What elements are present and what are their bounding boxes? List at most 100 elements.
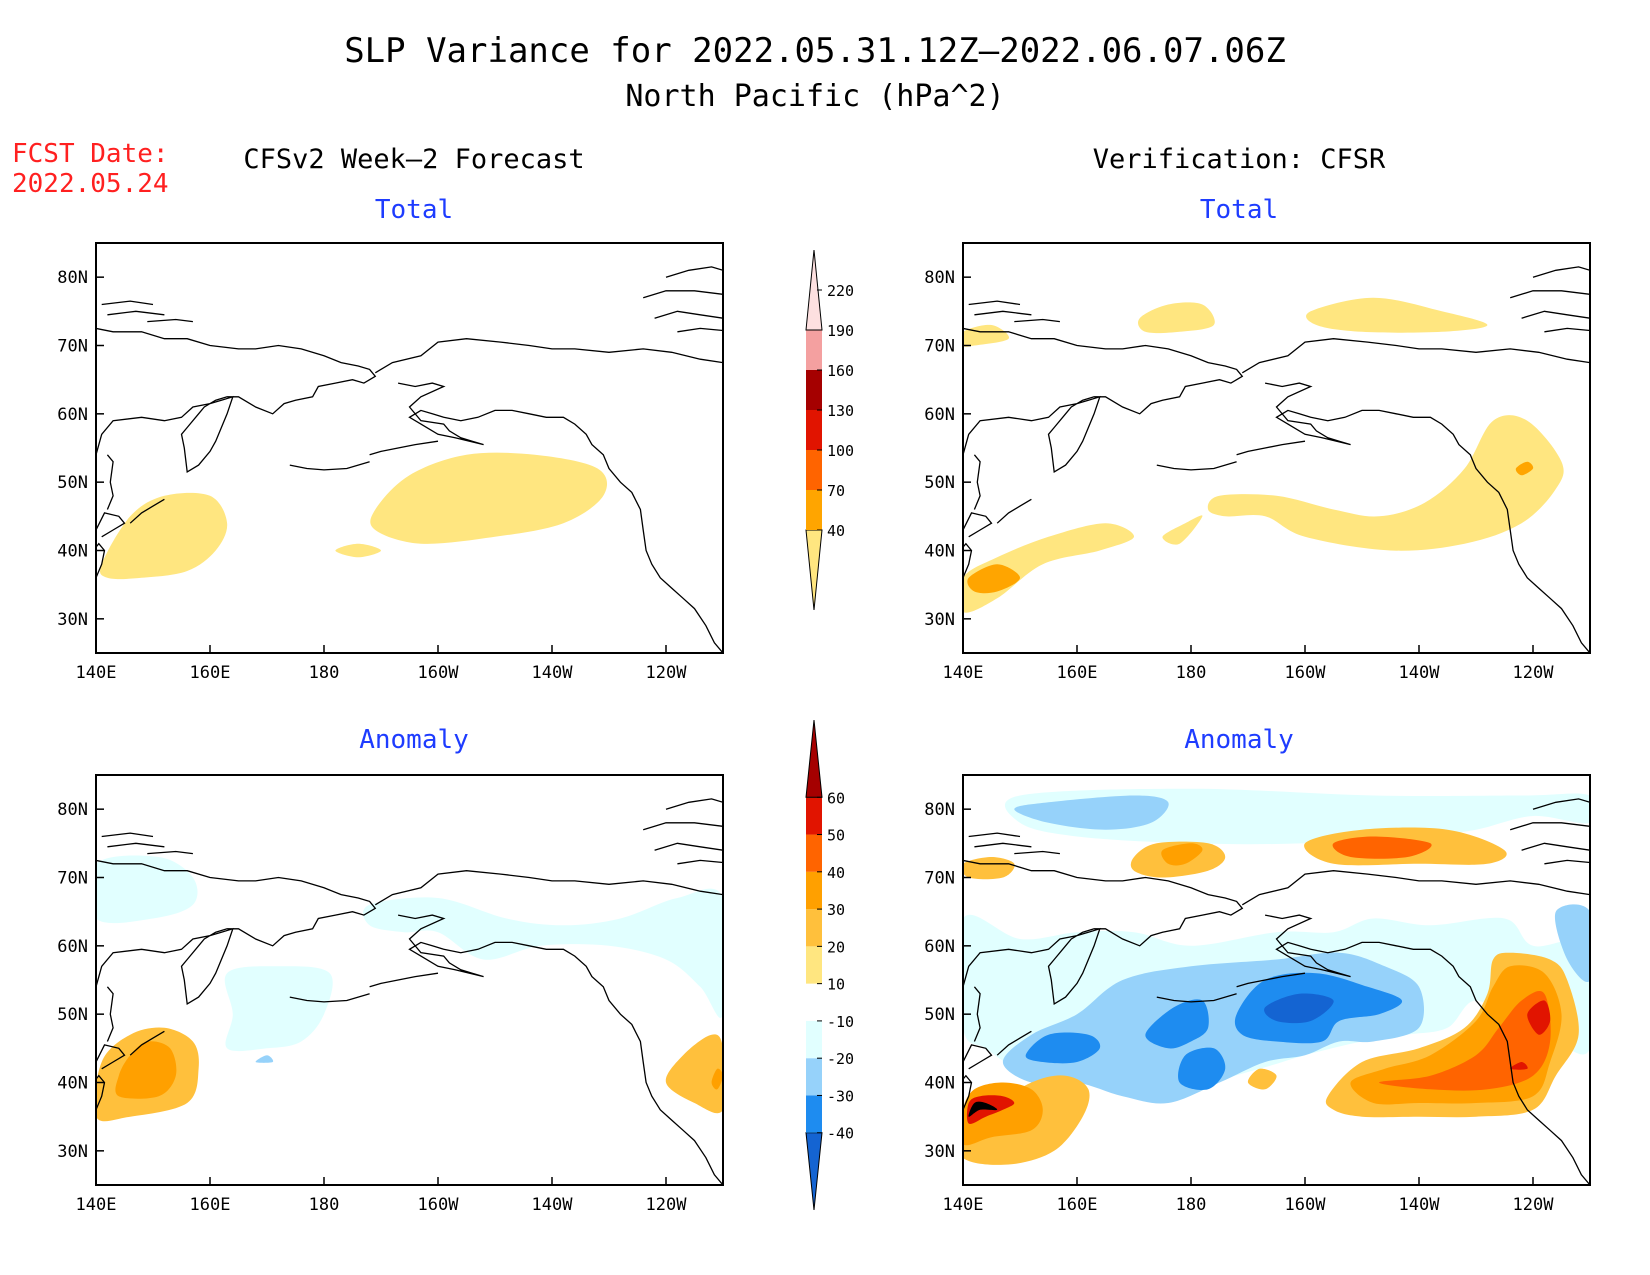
colorbar-swatch (806, 1020, 822, 1059)
contour-field (1207, 415, 1564, 551)
lat-tick-label: 60N (924, 937, 955, 957)
colorbar-label: 60 (827, 789, 845, 807)
lon-tick-label: 120W (646, 663, 688, 683)
lat-tick-label: 70N (57, 869, 88, 889)
forecast-column-header: CFSv2 Week–2 Forecast (243, 144, 584, 175)
colorbar-swatch (806, 946, 822, 984)
coastline (289, 461, 370, 471)
lat-tick-label: 60N (57, 405, 88, 425)
coastline (96, 542, 106, 582)
forecast-anomaly-coastlines (96, 798, 723, 1185)
contour-field (1161, 843, 1203, 866)
coastline (96, 512, 126, 538)
contour-field (1527, 1000, 1551, 1035)
verification-total-shaded-fields (963, 297, 1564, 613)
colorbar-label: 40 (827, 864, 845, 882)
lat-tick-label: 30N (924, 610, 955, 630)
colorbar-label: 160 (827, 362, 854, 380)
colorbar-swatch (806, 450, 822, 490)
coastline (968, 832, 1021, 838)
coastline (973, 986, 981, 1042)
lon-tick-label: 140W (1399, 1195, 1441, 1215)
lon-tick-label: 160E (190, 1195, 231, 1215)
coastline (289, 993, 370, 1003)
lat-tick-label: 50N (57, 1005, 88, 1025)
lon-tick-label: 160W (418, 1195, 460, 1215)
contour-field (96, 855, 198, 924)
contour-field (1515, 461, 1534, 476)
coastline (369, 972, 439, 988)
coastline (974, 842, 1032, 848)
coastline (147, 850, 193, 855)
contour-field (968, 1101, 998, 1117)
contour-field (1247, 1068, 1277, 1090)
coastline (1156, 461, 1237, 471)
lon-tick-label: 140W (532, 1195, 574, 1215)
coastline (1510, 822, 1590, 831)
coastline (963, 1074, 973, 1114)
coastline (996, 498, 1032, 524)
lat-tick-label: 60N (57, 937, 88, 957)
figure-subtitle: North Pacific (hPa^2) (625, 79, 1004, 114)
lon-tick-label: 180 (1176, 1195, 1207, 1215)
lat-tick-label: 40N (57, 542, 88, 562)
colorbar-swatch (805, 1132, 823, 1211)
forecast-anomaly-title: Anomaly (359, 725, 469, 755)
colorbar-label: 30 (827, 901, 845, 919)
coastline (1521, 842, 1590, 851)
coastline (397, 382, 723, 653)
coastline (1521, 310, 1590, 319)
coastline (963, 859, 1244, 1005)
contour-field (967, 564, 1020, 594)
coastline (374, 338, 723, 374)
lat-tick-label: 80N (924, 800, 955, 820)
coastline (1241, 338, 1590, 374)
contour-field (100, 492, 228, 580)
colorbar-swatch (806, 871, 822, 910)
lon-tick-label: 160W (418, 663, 460, 683)
verification-total-coastlines (963, 266, 1590, 653)
coastline (643, 822, 723, 831)
contour-field (1025, 1032, 1101, 1064)
colorbar-label: 70 (827, 482, 845, 500)
colorbar-swatch (806, 983, 822, 1021)
map-frame (962, 774, 1591, 1186)
coastline (973, 454, 981, 510)
coastline (974, 310, 1032, 316)
fcst-date-label: FCST Date: (12, 139, 169, 169)
lat-tick-label: 50N (57, 473, 88, 493)
coastline (1156, 993, 1237, 1003)
contour-field (1554, 904, 1590, 982)
anomaly-colorbar: -40 -30 -20 -10 10 20 30 40 50 60 (805, 719, 854, 1211)
contour-field (1510, 1062, 1528, 1070)
coastline (643, 290, 723, 299)
contour-field (1145, 999, 1209, 1049)
lat-tick-label: 50N (924, 473, 955, 493)
contour-field (255, 1055, 274, 1063)
coastline (369, 440, 439, 456)
coastline (968, 300, 1021, 306)
colorbar-swatch (805, 529, 823, 611)
coastline (1236, 972, 1306, 988)
lon-tick-label: 140E (943, 1195, 984, 1215)
lat-tick-label: 60N (924, 405, 955, 425)
contour-field (1306, 297, 1488, 333)
lon-tick-label: 180 (309, 1195, 340, 1215)
map-frame (95, 774, 724, 1186)
lon-tick-label: 120W (1513, 663, 1555, 683)
fcst-date-value: 2022.05.24 (12, 169, 169, 199)
lat-tick-label: 70N (924, 337, 955, 357)
lat-tick-label: 70N (57, 337, 88, 357)
coastline (107, 842, 165, 848)
lat-tick-label: 80N (924, 268, 955, 288)
map-panel-forecast-total: 140E 160E 180 160W 140W 120W 80N 70N 60N 50N 40N 30… (57, 242, 724, 683)
coastline (106, 454, 114, 510)
lon-tick-label: 140W (532, 663, 574, 683)
contour-field (711, 1068, 723, 1090)
colorbar-label: -40 (827, 1125, 854, 1143)
colorbar-label: 20 (827, 938, 845, 956)
colorbar-swatch (806, 370, 822, 410)
colorbar-label: 40 (827, 522, 845, 540)
coastline (963, 1044, 993, 1070)
lon-tick-label: 180 (309, 663, 340, 683)
